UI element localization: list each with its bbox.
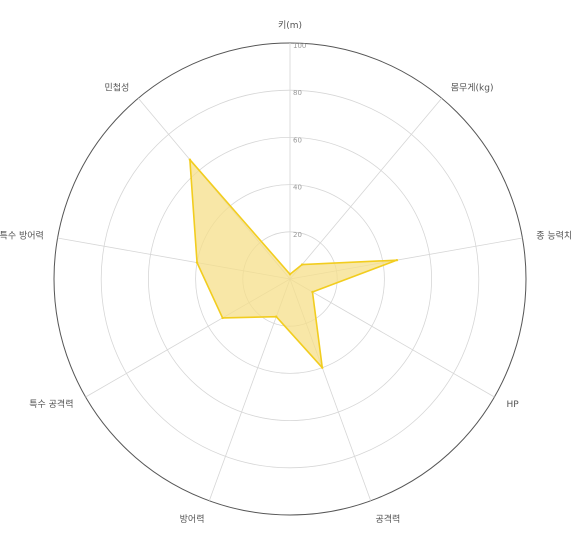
data-point (188, 158, 192, 161)
axis-label: 방어력 (180, 513, 205, 525)
data-point (195, 261, 199, 264)
radial-tick-label: 80 (293, 89, 302, 97)
axis-label: 특수 공격력 (29, 398, 73, 410)
axis-label: 키(m) (278, 20, 302, 31)
data-point (395, 258, 399, 262)
series-area (189, 158, 398, 369)
axis-label: 민첩성 (104, 82, 129, 93)
radial-tick-label: 60 (293, 136, 302, 144)
radial-tick-label: 20 (293, 231, 302, 239)
axis-label: 특수 방어력 (0, 230, 44, 242)
data-point (221, 316, 224, 320)
spoke-line (289, 278, 495, 398)
data-point (300, 263, 304, 266)
series-layer (188, 158, 399, 369)
data-point (311, 290, 314, 294)
data-point (288, 273, 292, 276)
tick-labels: 20 40 60 80 100 (293, 42, 306, 239)
axis-labels: 키(m) 몸무게(kg) 종 능력치 HP 공격력 방어력 특수 공격력 특수 방어력 민첩성 (0, 20, 571, 525)
spoke-line (289, 97, 443, 280)
radial-tick-label: 40 (293, 184, 302, 192)
data-point (321, 366, 324, 369)
data-point (275, 315, 278, 318)
axis-label: HP (507, 400, 520, 410)
axis-label: 종 능력치 (536, 230, 571, 242)
axis-label: 공격력 (376, 513, 401, 525)
axis-label: 몸무게(kg) (451, 82, 494, 93)
radial-tick-label: 100 (293, 42, 306, 50)
